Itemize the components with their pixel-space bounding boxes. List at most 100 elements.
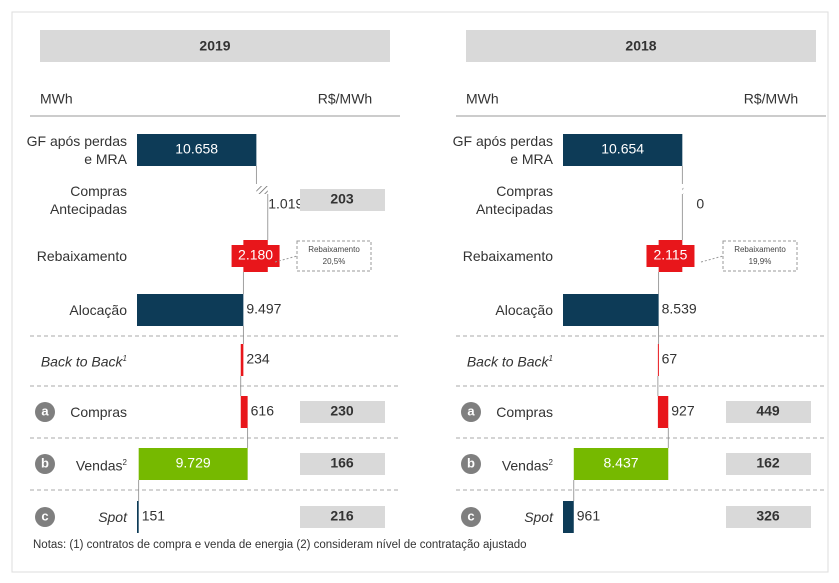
bar — [657, 344, 659, 376]
badge — [35, 454, 55, 474]
category-text: GF após perdas e MRA — [452, 133, 553, 167]
annotation-box — [296, 240, 372, 272]
category-label: Back to Back1 — [17, 350, 127, 371]
category-text: Alocação — [69, 302, 127, 318]
panel-title: 2018 — [625, 38, 656, 54]
category-text: GF após perdas e MRA — [26, 133, 127, 167]
category-text: Back to Back — [40, 353, 123, 370]
badge-letter: b — [467, 455, 475, 470]
panel-title: 2019 — [199, 38, 230, 54]
badge — [461, 454, 481, 474]
bar — [657, 396, 669, 428]
label-bg — [231, 245, 280, 267]
price: 203 — [330, 191, 354, 207]
superscript: 2 — [548, 457, 553, 467]
category-text: Spot — [524, 509, 553, 525]
category-label: Back to Back1 — [443, 350, 553, 371]
badge — [461, 402, 481, 422]
price-label: R$/MWh — [318, 91, 372, 107]
bar — [137, 294, 244, 326]
badge — [461, 507, 481, 527]
category-text: Compras — [496, 404, 553, 420]
category-label: Rebaixamento — [443, 247, 553, 265]
value-label: 10.658 — [175, 141, 218, 157]
badge-letter: c — [41, 508, 48, 523]
price: 216 — [330, 508, 354, 524]
annotation-leader — [700, 255, 724, 263]
header-bar — [40, 30, 390, 62]
category-text: Alocação — [495, 302, 553, 318]
value-label: 1.019 — [268, 196, 303, 212]
category-label: Rebaixamento — [17, 247, 127, 265]
bar — [240, 396, 248, 428]
superscript: 2 — [122, 457, 127, 467]
price-box — [300, 189, 385, 211]
annotation-text: 20,5% — [323, 257, 346, 266]
bar — [137, 134, 257, 166]
label-bg — [646, 245, 695, 267]
value-label: 2.180 — [238, 247, 273, 263]
category-text: Compras Antecipadas — [475, 183, 553, 217]
superscript: 1 — [548, 353, 553, 363]
value-label: 2.115 — [653, 247, 687, 263]
value-label: 9.729 — [176, 455, 211, 471]
annotation-title: Rebaixamento — [308, 245, 360, 254]
category-label: Alocação — [17, 301, 127, 319]
price-box — [726, 401, 811, 423]
badge-letter: a — [41, 403, 49, 418]
value-label: 961 — [577, 508, 601, 524]
category-label: GF após perdas e MRA — [17, 132, 127, 168]
bar — [573, 448, 669, 480]
header-bar — [466, 30, 816, 62]
bar — [138, 448, 248, 480]
value-label: 8.437 — [603, 455, 638, 471]
bar — [563, 134, 683, 166]
annotation-box — [722, 240, 798, 272]
axis-label: MWh — [40, 91, 73, 107]
bar — [137, 501, 139, 533]
bar — [240, 344, 244, 376]
category-text: Compras Antecipadas — [49, 183, 127, 217]
price-box — [300, 401, 385, 423]
badge-letter: c — [467, 508, 474, 523]
price: 166 — [330, 455, 354, 471]
category-label: Vendas2 — [443, 454, 553, 475]
value-label: 10.654 — [601, 141, 644, 157]
bar — [682, 186, 684, 194]
badge — [35, 507, 55, 527]
value-label: 151 — [142, 508, 166, 524]
notes: Notas: (1) contratos de compra e venda d… — [33, 539, 527, 551]
category-label: Compras — [443, 403, 553, 421]
category-label: Compras Antecipadas — [17, 182, 127, 218]
price: 230 — [330, 403, 354, 419]
category-text: Rebaixamento — [36, 248, 127, 264]
category-label: Spot — [443, 508, 553, 526]
category-label: Compras — [17, 403, 127, 421]
price-label: R$/MWh — [744, 91, 798, 107]
value-label: 927 — [671, 403, 695, 419]
value-label: 616 — [251, 403, 275, 419]
badge-letter: b — [41, 455, 49, 470]
category-text: Vendas — [501, 457, 549, 474]
bar — [256, 186, 268, 194]
category-label: GF após perdas e MRA — [443, 132, 553, 168]
bar — [563, 294, 659, 326]
category-label: Vendas2 — [17, 454, 127, 475]
badge-letter: a — [467, 403, 475, 418]
superscript: 1 — [122, 353, 127, 363]
price-box — [726, 453, 811, 475]
annotation-text: 19,9% — [749, 257, 772, 266]
price: 162 — [756, 455, 780, 471]
value-label: 67 — [662, 351, 678, 367]
price: 326 — [756, 508, 780, 524]
value-label: 9.497 — [246, 301, 281, 317]
frame — [11, 11, 829, 573]
category-label: Compras Antecipadas — [443, 182, 553, 218]
price-box — [726, 506, 811, 528]
price-box — [300, 453, 385, 475]
value-label: 8.539 — [662, 301, 697, 317]
category-text: Back to Back — [466, 353, 549, 370]
annotation-title: Rebaixamento — [734, 245, 786, 254]
